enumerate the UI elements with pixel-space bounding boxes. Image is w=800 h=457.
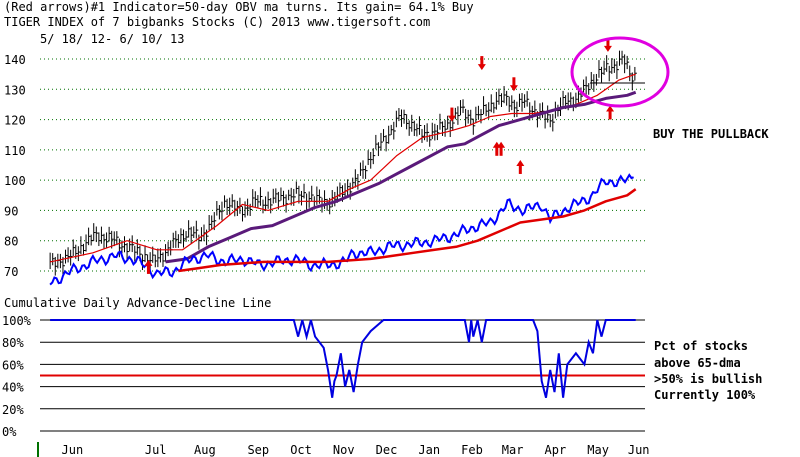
breadth-panel-grid — [40, 319, 645, 432]
breadth-y-tick-label: 40% — [2, 381, 24, 395]
long-ma-line — [165, 90, 637, 264]
price-y-tick-label: 90 — [4, 204, 18, 218]
breadth-y-tick-label: 60% — [2, 358, 24, 372]
pct-label-1: Pct of stocks — [654, 339, 748, 353]
price-y-tick-label: 100 — [4, 174, 26, 188]
pct-label-4: Currently 100% — [654, 388, 756, 402]
price-panel-series — [49, 50, 637, 286]
x-month-label: May — [587, 443, 609, 457]
x-month-label: Jan — [418, 443, 440, 457]
x-month-label: Nov — [333, 443, 355, 457]
obv-ma-line — [178, 188, 637, 273]
pct-label-3: >50% is bullish — [654, 372, 762, 386]
x-month-label: Jun — [628, 443, 650, 457]
x-month-label: Sep — [247, 443, 269, 457]
price-y-tick-label: 140 — [4, 53, 26, 67]
x-axis-months: Jun Jul Aug Sep Oct Nov Dec Jan Feb Mar Apr May Jun — [62, 443, 650, 457]
breadth-y-tick-label: 80% — [2, 336, 24, 350]
breadth-y-tick-label: 20% — [2, 403, 24, 417]
price-panel-grid — [40, 58, 645, 272]
x-month-label: Jul — [145, 443, 167, 457]
x-month-label: Oct — [290, 443, 312, 457]
price-y-tick-label: 120 — [4, 114, 26, 128]
buy-arrow-head — [144, 259, 153, 266]
header-indicator-line: (Red arrows)#1 Indicator=50-day OBV ma t… — [4, 0, 474, 14]
price-y-tick-label: 80 — [4, 235, 18, 249]
breadth-y-tick-label: 0% — [2, 425, 17, 439]
header-title-line: TIGER INDEX of 7 bigbanks Stocks (C) 201… — [4, 15, 430, 29]
buy-arrow-head — [606, 105, 615, 112]
lower-panel-title: Cumulative Daily Advance-Decline Line — [4, 296, 271, 310]
header-date-range: 5/ 18/ 12- 6/ 10/ 13 — [40, 32, 185, 46]
breadth-y-tick-label: 100% — [2, 314, 32, 328]
price-y-tick-label: 130 — [4, 83, 26, 97]
breadth-y-axis: 100% 80% 60% 40% 20% 0% — [2, 314, 32, 439]
x-month-label: Aug — [194, 443, 216, 457]
price-y-tick-label: 70 — [4, 265, 18, 279]
x-month-label: Jun — [62, 443, 84, 457]
x-month-label: Feb — [461, 443, 483, 457]
buy-arrow-head — [516, 159, 525, 166]
sell-arrow-head — [509, 85, 518, 92]
sell-arrow-head — [447, 115, 456, 122]
sell-arrow-head — [603, 45, 612, 52]
price-y-axis: 140 130 120 110 100 90 80 70 — [4, 53, 26, 279]
x-month-label: Dec — [376, 443, 398, 457]
buy-arrow-head — [497, 141, 506, 148]
pct-label-2: above 65-dma — [654, 356, 741, 370]
x-month-label: Mar — [502, 443, 524, 457]
pct-above-65dma-line — [50, 319, 636, 398]
price-y-tick-label: 110 — [4, 144, 26, 158]
sell-arrow-head — [477, 64, 486, 71]
breadth-panel-series — [50, 319, 636, 398]
highlight-circle — [570, 36, 670, 108]
x-month-label: Apr — [545, 443, 567, 457]
buy-pullback-label: BUY THE PULLBACK — [653, 127, 769, 141]
